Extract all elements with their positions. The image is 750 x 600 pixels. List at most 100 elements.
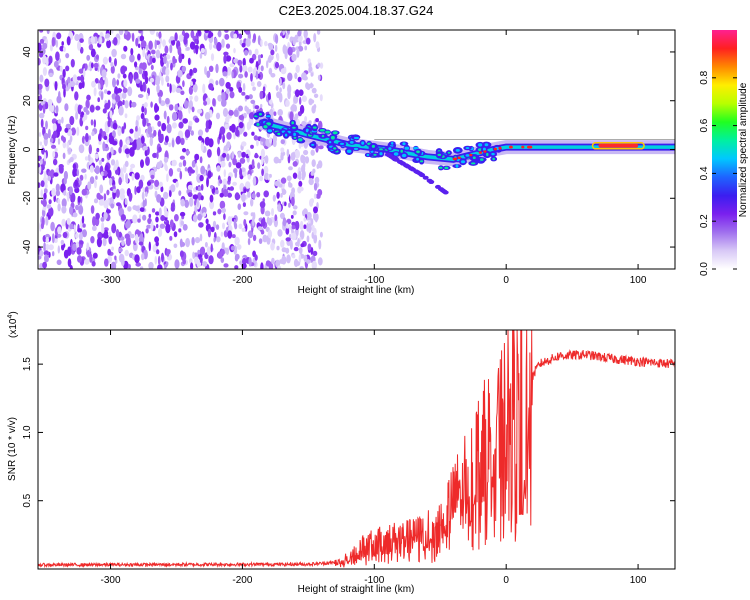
noise-mark <box>42 42 48 50</box>
noise-mark <box>204 30 209 34</box>
noise-mark <box>134 131 139 140</box>
noise-mark <box>303 30 308 39</box>
noise-mark <box>96 237 102 248</box>
noise-mark <box>81 188 88 196</box>
noise-mark <box>142 187 146 193</box>
noise-mark <box>131 32 135 42</box>
noise-mark <box>145 44 149 51</box>
noise-mark <box>268 99 273 105</box>
noise-mark <box>243 49 249 56</box>
noise-mark <box>300 243 305 248</box>
noise-mark <box>81 168 87 173</box>
noise-mark <box>273 218 278 228</box>
noise-mark <box>96 192 101 200</box>
noise-mark <box>78 68 84 74</box>
noise-mark <box>182 159 187 167</box>
noise-mark <box>129 74 133 84</box>
noise-mark <box>179 170 183 180</box>
noise-mark <box>169 44 173 54</box>
noise-mark <box>303 254 308 263</box>
noise-mark <box>242 257 247 266</box>
hot-spot <box>457 156 461 160</box>
noise-mark <box>39 141 43 146</box>
noise-mark <box>200 165 206 175</box>
noise-mark <box>259 175 263 182</box>
noise-mark <box>204 66 207 75</box>
noise-mark <box>190 130 194 136</box>
signal-blob-core <box>349 141 354 144</box>
noise-mark <box>124 198 128 206</box>
noise-mark <box>261 155 264 165</box>
colorbar: 0.0 0.2 0.4 0.6 0.8 Normalized spectral ampl… <box>699 30 749 276</box>
noise-mark <box>108 231 111 237</box>
noise-mark <box>56 32 62 40</box>
signal-blob-core <box>256 123 260 126</box>
noise-mark <box>141 253 145 261</box>
noise-mark <box>216 236 221 243</box>
noise-mark <box>291 225 296 230</box>
noise-mark <box>315 193 321 199</box>
signal-blob-core <box>312 126 317 129</box>
noise-mark <box>199 256 203 264</box>
noise-mark <box>315 118 319 123</box>
noise-mark <box>310 72 314 77</box>
noise-mark <box>217 208 222 215</box>
noise-mark <box>241 227 246 232</box>
signal-blob-core <box>333 147 337 150</box>
noise-mark <box>98 133 102 142</box>
noise-mark <box>189 81 194 86</box>
noise-mark <box>38 132 42 137</box>
noise-mark <box>311 260 317 269</box>
noise-mark <box>197 129 204 137</box>
noise-mark <box>270 73 276 78</box>
noise-mark <box>179 155 185 160</box>
noise-mark <box>61 41 64 46</box>
noise-mark <box>239 167 243 177</box>
noise-mark <box>195 44 199 55</box>
noise-mark <box>222 71 228 77</box>
noise-mark <box>164 135 169 143</box>
noise-mark <box>154 236 160 243</box>
noise-mark <box>241 151 247 158</box>
noise-mark <box>254 154 259 159</box>
noise-mark <box>231 151 235 160</box>
noise-mark <box>260 230 265 235</box>
noise-mark <box>127 86 133 97</box>
noise-mark <box>225 88 230 94</box>
noise-mark <box>40 189 44 198</box>
noise-mark <box>267 217 273 226</box>
noise-mark <box>243 219 247 227</box>
noise-mark <box>49 44 53 52</box>
noise-mark <box>192 67 198 74</box>
noise-mark <box>220 160 226 168</box>
noise-mark <box>53 172 59 177</box>
noise-mark <box>263 190 270 198</box>
snr-y-label: SNR (10 * v/v) <box>7 417 18 481</box>
noise-mark <box>198 222 204 228</box>
noise-mark <box>235 162 242 169</box>
signal-blob-core <box>292 126 296 129</box>
noise-mark <box>120 53 127 60</box>
noise-mark <box>134 185 137 195</box>
noise-mark <box>247 173 251 180</box>
noise-mark <box>205 120 209 130</box>
noise-mark <box>298 170 302 181</box>
noise-mark <box>176 167 181 172</box>
noise-mark <box>180 137 185 146</box>
noise-mark <box>146 92 149 100</box>
noise-mark <box>315 41 320 49</box>
noise-mark <box>245 181 251 189</box>
noise-mark <box>141 62 147 71</box>
noise-mark <box>262 86 266 93</box>
noise-mark <box>74 179 79 187</box>
noise-mark <box>110 261 117 269</box>
noise-mark <box>286 175 292 182</box>
noise-mark <box>264 40 268 47</box>
noise-mark <box>43 132 49 140</box>
noise-mark <box>100 217 105 222</box>
hot-spot <box>453 157 457 161</box>
noise-mark <box>292 36 296 46</box>
noise-mark <box>155 216 159 223</box>
noise-mark <box>43 192 47 200</box>
noise-mark <box>250 198 254 207</box>
